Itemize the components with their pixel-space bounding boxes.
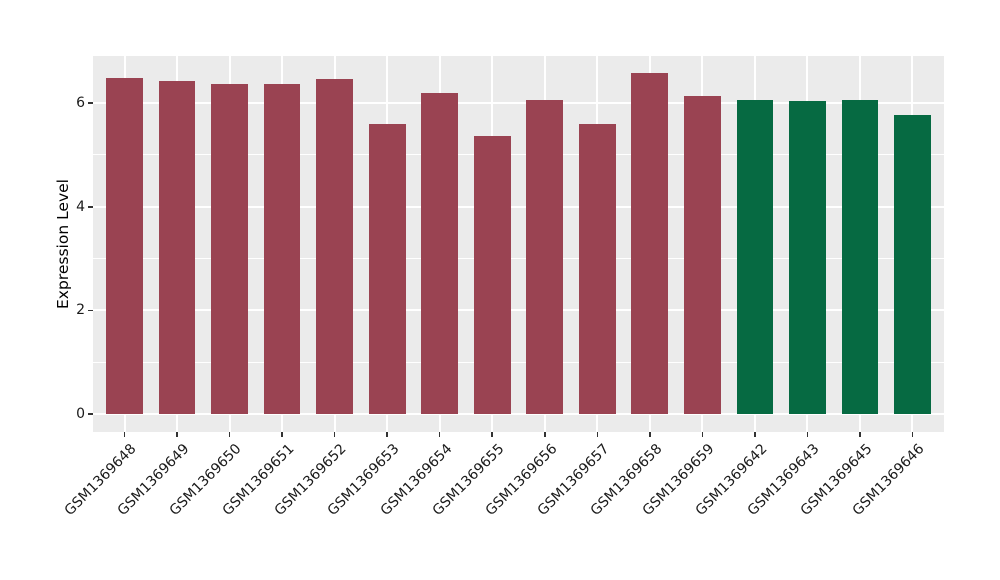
gridline-minor — [93, 154, 944, 156]
x-tick — [911, 432, 914, 437]
y-axis-title: Expression Level — [54, 179, 72, 309]
gridline-major — [93, 413, 944, 415]
x-tick — [281, 432, 283, 437]
gridline-major — [93, 205, 944, 208]
bar — [106, 77, 143, 414]
x-tick — [544, 432, 546, 437]
bar — [316, 78, 354, 414]
bar — [421, 92, 459, 414]
x-tick — [491, 432, 493, 437]
x-tick — [596, 432, 599, 437]
x-tick — [333, 432, 336, 437]
bar — [578, 123, 616, 414]
bar — [894, 114, 931, 414]
bar — [789, 100, 826, 414]
bar — [631, 73, 669, 414]
x-tick — [701, 432, 704, 437]
y-tick-label: 2 — [76, 302, 85, 319]
bar — [368, 123, 406, 414]
gridline-minor — [93, 258, 944, 260]
y-tick-label: 6 — [76, 95, 85, 112]
bar — [736, 99, 774, 414]
bar — [211, 84, 248, 414]
x-tick — [176, 432, 178, 437]
gridline-major — [93, 102, 944, 105]
y-tick — [88, 309, 93, 312]
gridline-minor — [93, 361, 944, 363]
x-tick — [649, 432, 651, 437]
x-tick — [228, 432, 231, 437]
x-tick — [123, 432, 126, 437]
y-tick — [88, 413, 93, 415]
x-tick — [438, 432, 441, 437]
y-tick-label: 4 — [76, 198, 85, 215]
bar — [158, 81, 196, 414]
y-tick — [88, 102, 93, 104]
x-tick — [806, 432, 809, 437]
gridline-major — [93, 309, 944, 312]
bar — [841, 100, 879, 414]
bar — [683, 96, 721, 414]
y-tick — [88, 206, 93, 208]
x-tick — [386, 432, 388, 437]
y-tick-label: 0 — [76, 406, 85, 422]
bar — [473, 136, 511, 414]
plot-panel — [93, 56, 944, 432]
bar — [263, 84, 301, 414]
x-tick — [754, 432, 756, 437]
bar — [526, 99, 564, 414]
x-tick — [859, 432, 861, 437]
